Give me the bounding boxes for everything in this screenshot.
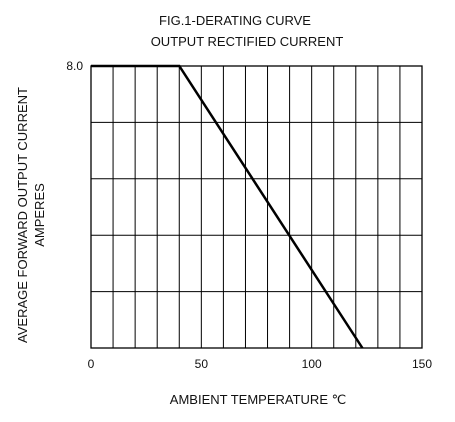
y-axis-label-line2: AMPERES bbox=[32, 183, 47, 247]
y-tick-label: 8.0 bbox=[66, 59, 83, 73]
chart-title: FIG.1-DERATING CURVE bbox=[159, 13, 311, 28]
y-axis-label-line1: AVERAGE FORWARD OUTPUT CURRENT bbox=[15, 87, 30, 343]
x-tick-labels: 0 50 100 150 bbox=[88, 357, 433, 371]
x-tick-label: 150 bbox=[412, 357, 432, 371]
derating-curve-line bbox=[91, 64, 364, 349]
y-tick-labels: 8.0 bbox=[66, 59, 83, 73]
x-axis-label: AMBIENT TEMPERATURE ℃ bbox=[170, 392, 346, 407]
plot-frame bbox=[90, 65, 423, 349]
chart-subtitle: OUTPUT RECTIFIED CURRENT bbox=[151, 34, 344, 49]
grid-lines bbox=[91, 66, 422, 348]
x-tick-label: 100 bbox=[302, 357, 322, 371]
x-tick-label: 50 bbox=[195, 357, 209, 371]
x-tick-label: 0 bbox=[88, 357, 95, 371]
